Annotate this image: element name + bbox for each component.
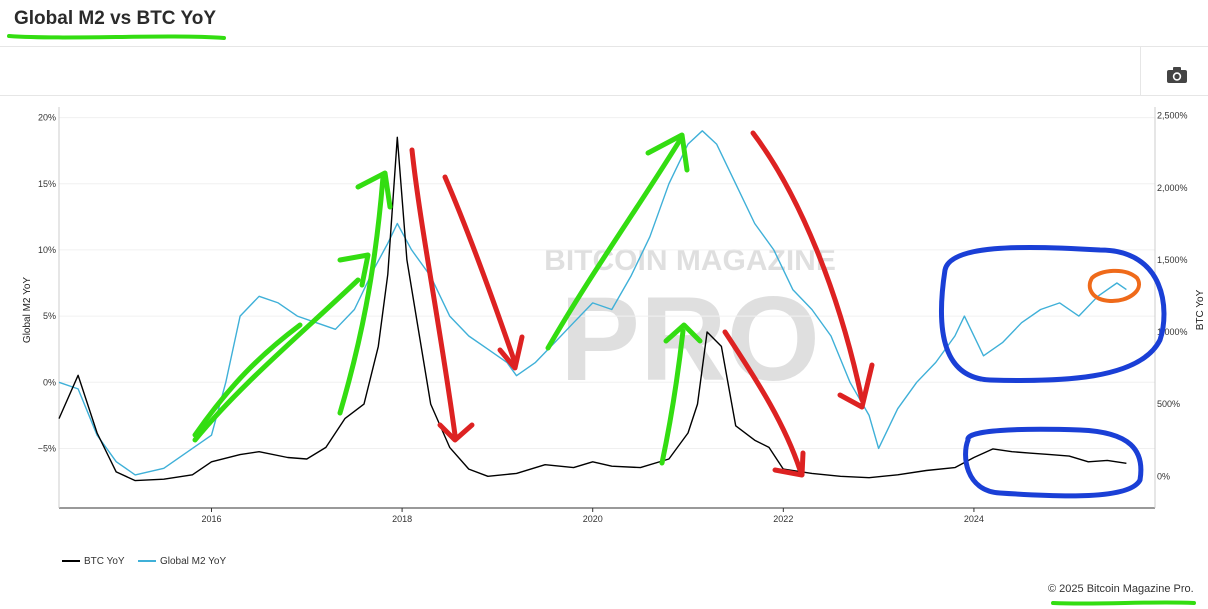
right-tick-label: 500%	[1157, 399, 1180, 409]
highlight-annotation	[1087, 268, 1141, 304]
chart-area: BITCOIN MAGAZINE PRO 20% 15% 10% 5% 0% −5% 2,…	[22, 107, 1206, 524]
legend-item-btc[interactable]: BTC YoY	[62, 556, 125, 567]
axes	[58, 107, 1156, 509]
up-arrow-head	[645, 132, 690, 173]
up-arrow-annotation	[545, 137, 683, 351]
series-layer	[58, 130, 1127, 482]
right-tick-label: 2,500%	[1157, 111, 1188, 121]
up-arrow-annotation	[659, 328, 686, 466]
legend-swatch-btc	[62, 560, 80, 563]
down-arrow-annotation	[750, 130, 865, 403]
right-tick-label: 2,000%	[1157, 183, 1188, 193]
legend-label-btc: BTC YoY	[84, 556, 125, 567]
left-tick-label: 0%	[43, 377, 56, 387]
copyright-text: © 2025 Bitcoin Magazine Pro.	[1048, 583, 1194, 595]
down-arrow-annotation	[442, 174, 518, 366]
up-arrow-head	[663, 322, 703, 344]
legend-swatch-m2	[138, 560, 156, 563]
title-underline-annotation	[7, 34, 226, 40]
down-arrow-head	[437, 422, 475, 443]
chart-toolbar	[0, 46, 1208, 96]
down-arrow-head	[497, 334, 525, 371]
up-arrow-head	[355, 170, 393, 210]
left-tick-label: 10%	[38, 245, 56, 255]
right-tick-label: 0%	[1157, 471, 1170, 481]
down-arrow-head	[837, 362, 875, 410]
right-axis-title: BTC YoY	[1195, 289, 1206, 330]
up-arrow-annotation	[337, 174, 386, 416]
right-tick-label: 1,500%	[1157, 255, 1188, 265]
toolbar-divider	[1140, 47, 1141, 95]
left-tick-label: −5%	[38, 443, 56, 453]
circle-annotation	[938, 244, 1167, 384]
up-arrow-annotation	[192, 322, 303, 438]
watermark-text-2: PRO	[560, 272, 820, 406]
left-axis-ticks: 20% 15% 10% 5% 0% −5%	[38, 113, 56, 454]
page-title: Global M2 vs BTC YoY	[14, 8, 217, 29]
right-axis-ticks: 2,500% 2,000% 1,500% 1,000% 500% 0%	[1157, 111, 1188, 482]
legend-label-m2: Global M2 YoY	[160, 556, 227, 567]
left-axis-title: Global M2 YoY	[22, 277, 33, 343]
x-axis-ticks: 2016 2018 2020 2022 2024	[201, 508, 984, 524]
global-m2-yoy-line	[58, 130, 1127, 476]
x-tick-label: 2024	[964, 514, 984, 524]
watermark: BITCOIN MAGAZINE PRO	[544, 244, 836, 406]
x-tick-label: 2022	[773, 514, 793, 524]
left-tick-label: 15%	[38, 179, 56, 189]
left-tick-label: 5%	[43, 311, 56, 321]
down-arrow-annotation	[722, 329, 803, 473]
x-tick-label: 2016	[201, 514, 221, 524]
x-tick-label: 2018	[392, 514, 412, 524]
copyright-underline-annotation	[1051, 600, 1196, 606]
up-arrow-annotation	[192, 277, 361, 443]
legend-item-m2[interactable]: Global M2 YoY	[138, 556, 226, 567]
camera-icon[interactable]	[1166, 66, 1188, 84]
down-arrow-annotation	[409, 147, 458, 438]
btc-yoy-line	[58, 136, 1127, 482]
left-tick-label: 20%	[38, 113, 56, 123]
annotations	[192, 130, 1167, 499]
circle-annotation	[963, 426, 1144, 499]
down-arrow-head	[772, 450, 806, 478]
up-arrow-head	[337, 252, 371, 288]
right-tick-label: 1,000%	[1157, 327, 1188, 337]
x-tick-label: 2020	[583, 514, 603, 524]
